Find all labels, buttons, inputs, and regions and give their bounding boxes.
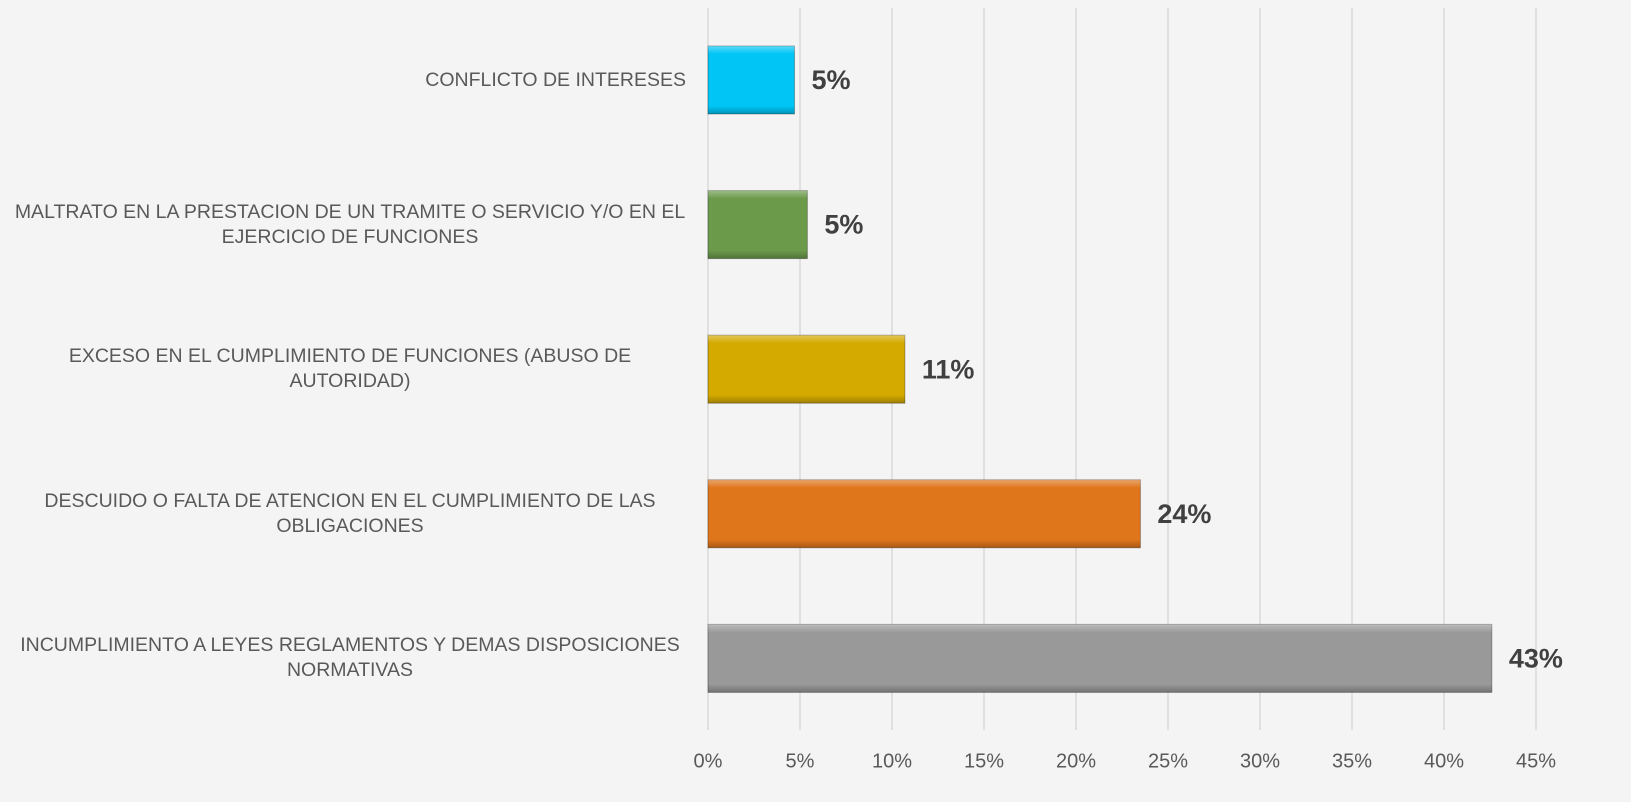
x-tick-label: 15% <box>964 750 1004 772</box>
data-label: 5% <box>824 210 863 240</box>
category-text: EXCESO EN EL CUMPLIMIENTO DE FUNCIONES (… <box>68 345 632 393</box>
category-label: CONFLICTO DE INTERESES <box>0 40 686 120</box>
x-tick-label: 40% <box>1424 750 1464 772</box>
data-label: 43% <box>1509 644 1563 674</box>
category-text: INCUMPLIMIENTO A LEYES REGLAMENTOS Y DEM… <box>20 634 680 682</box>
bar-shade <box>708 335 905 404</box>
x-tick-label: 0% <box>694 750 723 772</box>
category-label: EXCESO EN EL CUMPLIMIENTO DE FUNCIONES (… <box>0 329 686 409</box>
bar-shade <box>708 46 795 114</box>
x-tick-label: 10% <box>872 750 912 772</box>
category-label: DESCUIDO O FALTA DE ATENCION EN EL CUMPL… <box>0 474 686 554</box>
category-label: MALTRATO EN LA PRESTACION DE UN TRAMITE … <box>0 185 686 265</box>
category-text: DESCUIDO O FALTA DE ATENCION EN EL CUMPL… <box>44 489 656 537</box>
data-label: 5% <box>811 65 850 95</box>
bar-shade <box>708 479 1141 548</box>
data-label: 11% <box>922 354 975 384</box>
data-label: 24% <box>1157 499 1211 529</box>
x-tick-label: 20% <box>1056 750 1096 772</box>
x-tick-label: 5% <box>786 750 815 772</box>
bar-shade <box>708 624 1492 693</box>
x-tick-label: 35% <box>1332 750 1372 772</box>
category-text: MALTRATO EN LA PRESTACION DE UN TRAMITE … <box>14 200 686 248</box>
bar-shade <box>708 190 808 259</box>
category-text: CONFLICTO DE INTERESES <box>425 68 686 91</box>
x-tick-label: 45% <box>1516 750 1556 772</box>
category-label: INCUMPLIMIENTO A LEYES REGLAMENTOS Y DEM… <box>0 618 686 698</box>
x-tick-label: 30% <box>1240 750 1280 772</box>
x-tick-label: 25% <box>1148 750 1188 772</box>
